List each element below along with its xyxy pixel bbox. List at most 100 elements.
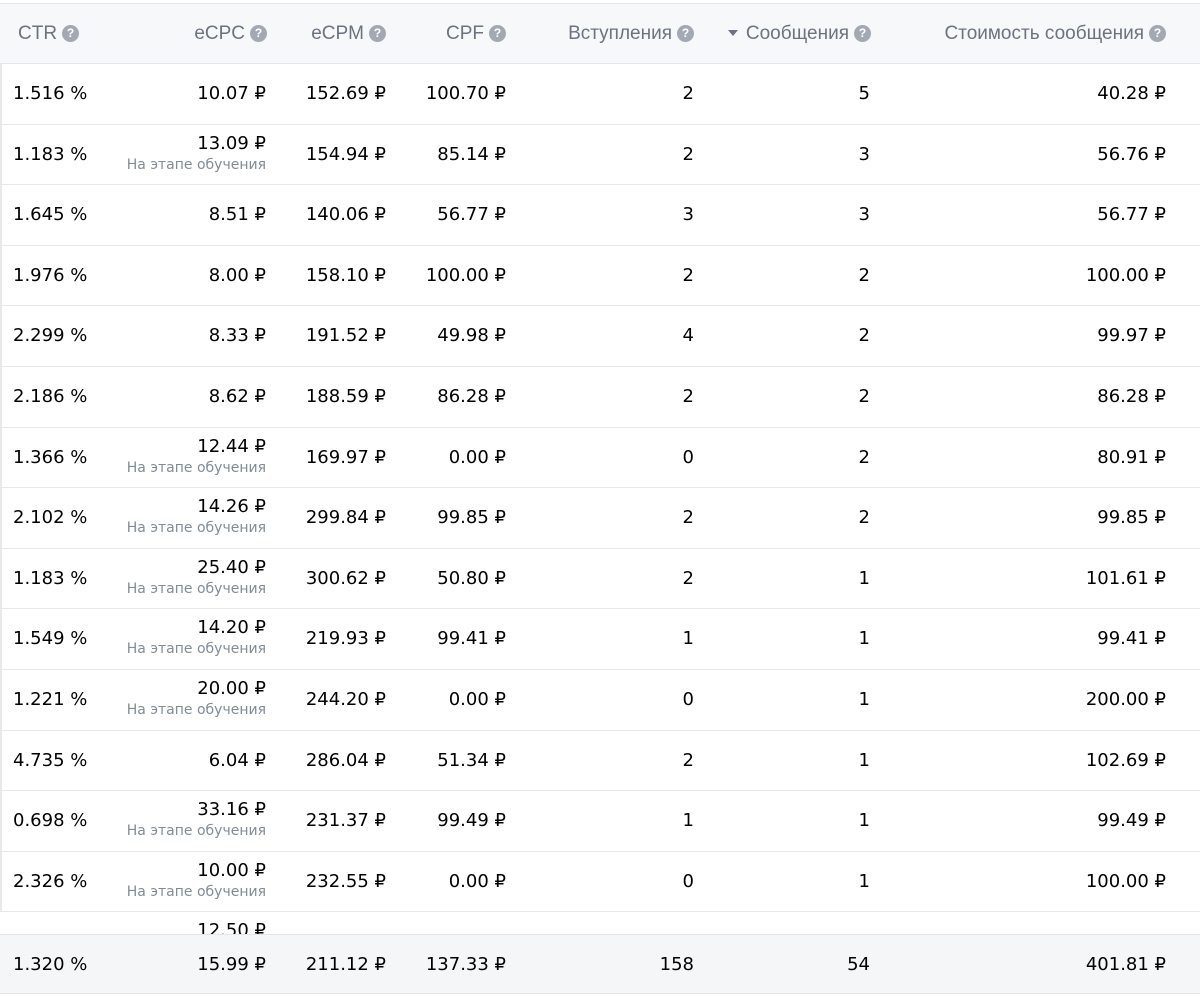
cell-ecpm: 244.20 ₽ (305, 688, 386, 710)
learning-status-note: На этапе обучения (126, 520, 266, 537)
column-header-joins[interactable]: Вступления? (540, 4, 694, 64)
cell-ctr: 1.183 % (13, 143, 88, 165)
totals-joins: 158 (659, 954, 694, 975)
cell-joins: 4 (682, 325, 694, 347)
ecpc-value: 33.16 ₽ (197, 799, 266, 821)
table-row[interactable]: 2.326 % 10.00 ₽ На этапе обучения 232.55 ₽ 0… (0, 851, 1200, 913)
totals-ecpc: 15.99 ₽ (197, 954, 266, 975)
question-circle-icon[interactable]: ? (369, 25, 386, 42)
cell-messages: 3 (858, 143, 870, 165)
column-header-message-cost[interactable]: Стоимость сообщения? (900, 4, 1166, 64)
cell-joins: 1 (682, 810, 694, 832)
table-row[interactable]: 1.549 % 14.20 ₽ На этапе обучения 219.93 ₽ 9… (0, 609, 1200, 670)
cell-cpf: 100.70 ₽ (425, 83, 506, 104)
totals-message-cost: 401.81 ₽ (1085, 954, 1166, 975)
table-body: 1.516 % 10.07 ₽152.69 ₽100.70 ₽2 5 40.28 ₽1… (0, 64, 1200, 913)
cell-ecpc: 25.40 ₽ На этапе обучения (120, 549, 266, 609)
ecpc-value: 14.20 ₽ (197, 617, 266, 639)
question-circle-icon[interactable]: ? (489, 25, 506, 42)
question-circle-icon[interactable]: ? (250, 25, 267, 42)
cell-messages: 1 (858, 628, 870, 650)
cell-ecpm: 140.06 ₽ (305, 204, 386, 226)
cell-joins: 2 (682, 567, 694, 589)
cell-ctr: 1.549 % (13, 628, 88, 650)
column-header-ecpc[interactable]: eCPC? (140, 4, 267, 64)
cell-messages: 2 (858, 446, 870, 468)
column-header-messages[interactable]: Сообщения? (700, 4, 871, 64)
cell-message-cost: 86.28 ₽ (1097, 385, 1166, 407)
cell-ctr: 1.183 % (13, 567, 88, 589)
table-row[interactable]: 2.186 % 8.62 ₽ 188.59 ₽ 86.28 ₽ 2 2 86.28 ₽ (0, 366, 1200, 428)
cell-cpf: 0.00 ₽ (448, 870, 506, 892)
cell-ctr: 2.299 % (13, 325, 88, 347)
cell-ctr: 2.102 % (13, 507, 88, 529)
cell-message-cost: 56.76 ₽ (1097, 143, 1166, 165)
cell-cpf: 100.00 ₽ (425, 264, 506, 286)
learning-status-note: На этапе обучения (126, 459, 266, 476)
column-header-cpf[interactable]: CPF? (400, 4, 506, 64)
table-row[interactable]: 1.976 % 8.00 ₽ 158.10 ₽ 100.00 ₽ 2 2 100.00 ₽ (0, 245, 1200, 307)
cell-message-cost: 100.00 ₽ (1085, 870, 1166, 892)
cell-ecpc: 10.00 ₽ На этапе обучения (120, 852, 266, 912)
caret-down-icon[interactable] (727, 30, 738, 36)
totals-row: 1.320 % 15.99 ₽ 211.12 ₽ 137.33 ₽ 158 54… (0, 934, 1200, 994)
cell-ctr: 1.976 % (13, 264, 88, 286)
cell-ctr: 2.326 % (13, 870, 88, 892)
table-row[interactable]: 1.183 % 13.09 ₽ На этапе обучения 154.94 ₽ 8… (0, 124, 1200, 186)
column-header-ctr[interactable]: CTR? (18, 4, 80, 64)
table-row[interactable]: 2.102 % 14.26 ₽ На этапе обучения 299.84 ₽ 9… (0, 488, 1200, 549)
cell-cpf: 0.00 ₽ (448, 688, 506, 710)
ecpc-value: 12.44 ₽ (197, 435, 266, 457)
table-row[interactable]: 1.183 % 25.40 ₽ На этапе обучения 300.62 ₽ 5… (0, 548, 1200, 610)
cell-message-cost: 56.77 ₽ (1097, 204, 1166, 226)
cell-cpf: 49.98 ₽ (437, 325, 506, 347)
cell-ecpm: 231.37 ₽ (305, 810, 386, 832)
ecpc-value: 10.00 ₽ (197, 859, 266, 881)
cell-joins: 2 (682, 385, 694, 407)
table-header: CTR? eCPC? eCPM? CPF? Вступления? Сообще… (0, 3, 1200, 64)
cell-cpf: 86.28 ₽ (437, 385, 506, 407)
cell-joins: 2 (682, 264, 694, 286)
cell-cpf: 99.41 ₽ (437, 628, 506, 650)
cell-message-cost: 100.00 ₽ (1085, 264, 1166, 286)
cell-ctr: 1.645 % (13, 204, 88, 226)
column-header-label: Стоимость сообщения (944, 23, 1144, 44)
column-header-ecpm[interactable]: eCPM? (280, 4, 386, 64)
cell-cpf: 99.85 ₽ (437, 507, 506, 529)
totals-cpf: 137.33 ₽ (425, 954, 506, 975)
question-circle-icon[interactable]: ? (854, 25, 871, 42)
cell-ecpm: 154.94 ₽ (305, 143, 386, 165)
question-circle-icon[interactable]: ? (62, 25, 80, 42)
ecpc-value: 13.09 ₽ (197, 132, 266, 154)
table-row[interactable]: 1.221 % 20.00 ₽ На этапе обучения 244.20 ₽ 0… (0, 669, 1200, 731)
cell-ecpc: 10.07 ₽ (197, 83, 266, 104)
question-circle-icon[interactable]: ? (1149, 25, 1166, 42)
table-row[interactable]: 1.516 % 10.07 ₽ 152.69 ₽ 100.70 ₽ 2 5 40.28 ₽ (0, 64, 1200, 125)
cell-cpf: 51.34 ₽ (437, 749, 506, 771)
table-row[interactable]: 1.645 % 8.51 ₽ 140.06 ₽ 56.77 ₽ 3 3 56.77 ₽ (0, 185, 1200, 246)
cell-cpf: 0.00 ₽ (448, 446, 506, 468)
table-row[interactable]: 0.698 % 33.16 ₽ На этапе обучения 231.37 ₽ 9… (0, 791, 1200, 852)
column-header-label: CTR (18, 23, 58, 44)
cell-joins: 2 (682, 749, 694, 771)
table-row[interactable]: 1.366 % 12.44 ₽ На этапе обучения 169.97 ₽ 0… (0, 427, 1200, 489)
cell-ecpc: 20.00 ₽ На этапе обучения (120, 670, 266, 730)
cell-joins: 2 (682, 507, 694, 529)
cell-messages: 2 (858, 385, 870, 407)
column-header-label: CPF (446, 23, 484, 44)
cell-message-cost: 99.41 ₽ (1097, 628, 1166, 650)
table-row[interactable]: 2.299 % 8.33 ₽ 191.52 ₽ 49.98 ₽ 4 2 99.97 ₽ (0, 306, 1200, 367)
cell-ecpm: 232.55 ₽ (305, 870, 386, 892)
question-circle-icon[interactable]: ? (677, 25, 694, 42)
column-header-label: eCPC (194, 23, 245, 44)
cell-joins: 0 (682, 688, 694, 710)
cell-ecpm: 158.10 ₽ (305, 264, 386, 286)
cell-ecpc: 8.33 ₽ (208, 325, 266, 347)
table-row[interactable]: 4.735 % 6.04 ₽ 286.04 ₽ 51.34 ₽ 2 1 102.69 ₽ (0, 730, 1200, 792)
cell-cpf: 56.77 ₽ (437, 204, 506, 226)
cell-ctr: 1.366 % (13, 446, 88, 468)
cell-ecpc: 8.62 ₽ (208, 385, 266, 407)
cell-ctr: 1.221 % (13, 688, 88, 710)
learning-status-note: На этапе обучения (126, 580, 266, 597)
